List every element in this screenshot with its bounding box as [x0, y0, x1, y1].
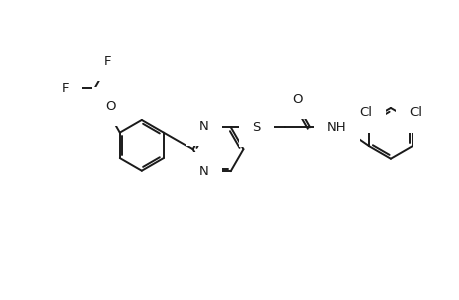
Text: NH: NH — [326, 121, 346, 134]
Text: Cl: Cl — [409, 106, 421, 119]
Text: O: O — [291, 93, 302, 106]
Text: S: S — [252, 121, 260, 134]
Text: O: O — [105, 100, 115, 113]
Text: F: F — [61, 82, 69, 95]
Text: N: N — [198, 120, 208, 133]
Text: Cl: Cl — [358, 106, 371, 119]
Text: F: F — [103, 55, 111, 68]
Text: N: N — [198, 166, 208, 178]
